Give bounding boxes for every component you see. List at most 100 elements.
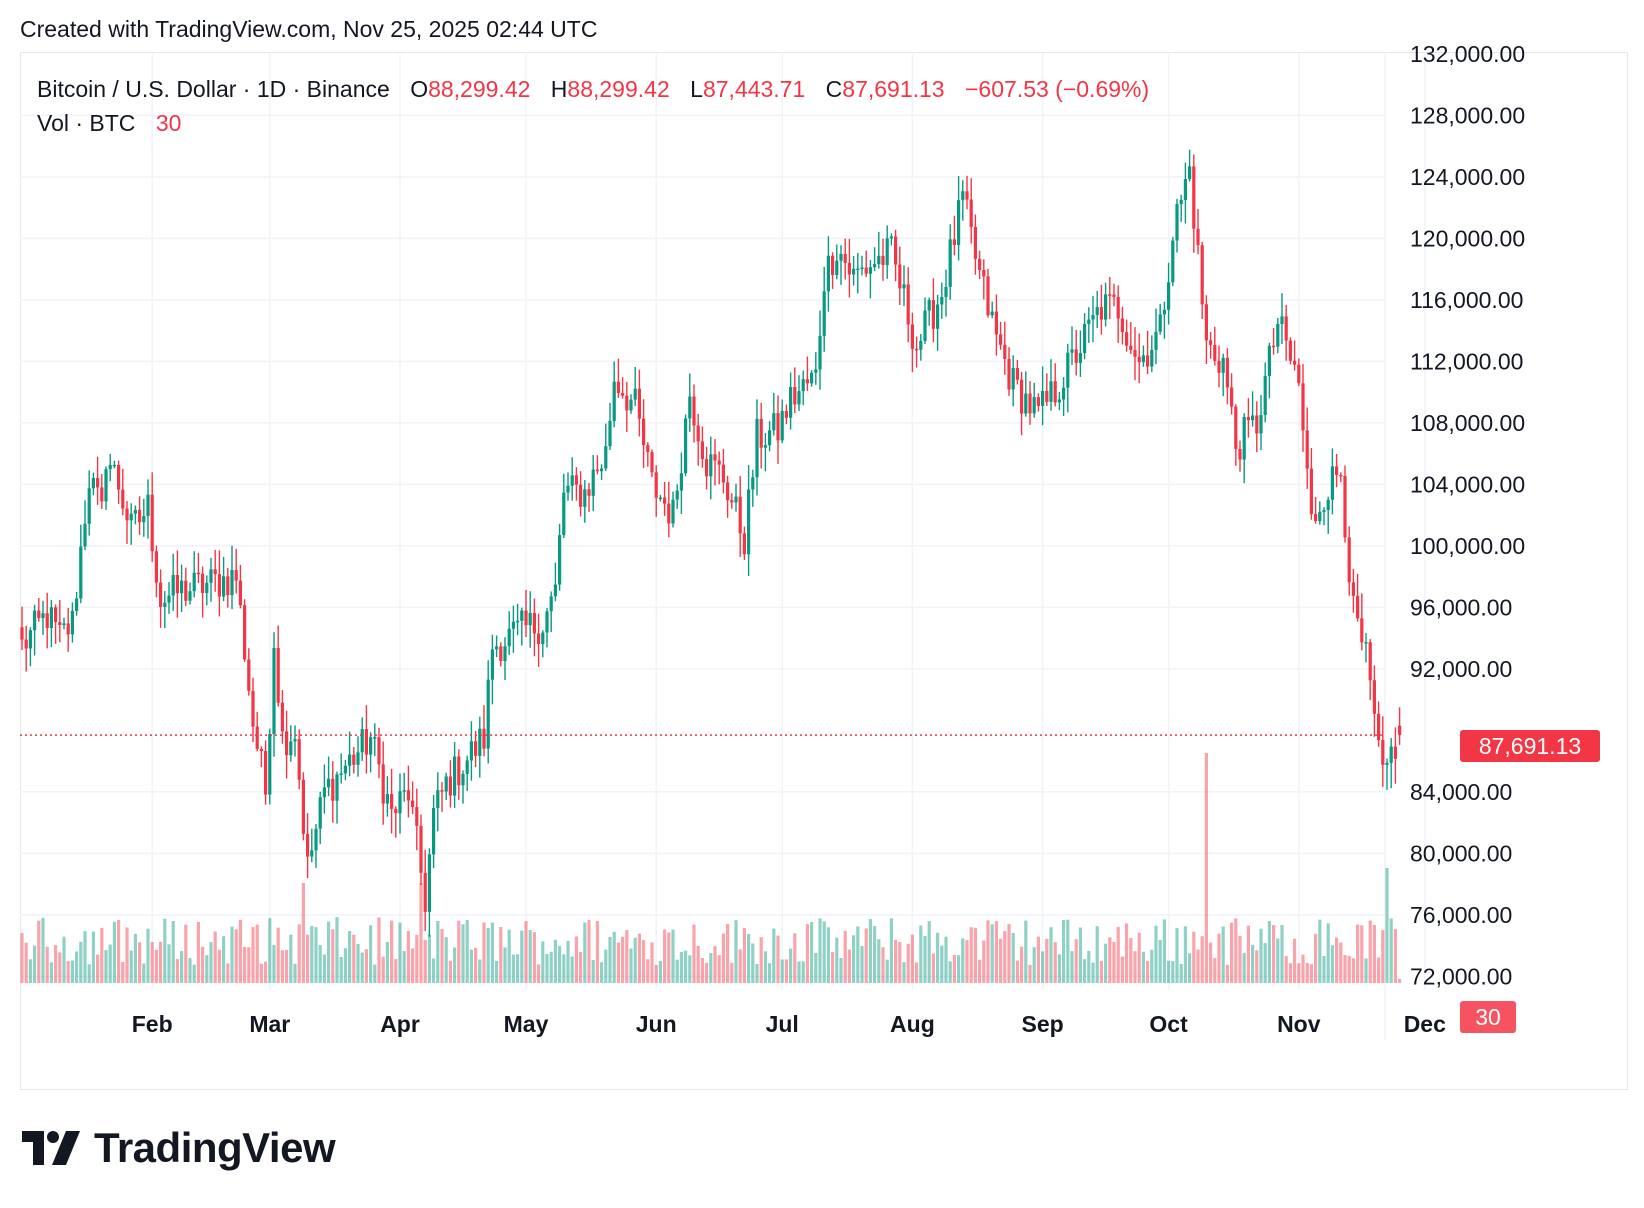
candle-body xyxy=(213,569,217,575)
candle-body xyxy=(1083,323,1087,354)
candle-body xyxy=(318,797,322,829)
volume-bar xyxy=(973,927,977,983)
volume-bar xyxy=(700,958,704,983)
volume-bar xyxy=(301,883,305,983)
volume-bar xyxy=(1104,943,1108,983)
candle-body xyxy=(28,630,32,649)
volume-bar xyxy=(1196,949,1200,983)
high-value: 88,299.42 xyxy=(567,76,670,102)
candle-body xyxy=(1179,199,1183,205)
volume-bar xyxy=(1091,962,1095,983)
candle-body xyxy=(24,639,28,649)
last-volume-tag: 30 xyxy=(1460,1001,1516,1033)
volume-bar xyxy=(238,919,242,983)
candle-body xyxy=(478,728,482,756)
candle-body xyxy=(1125,332,1129,346)
candle-body xyxy=(915,348,919,351)
volume-bar xyxy=(873,926,877,983)
volume-bar xyxy=(322,954,326,983)
volume-bar xyxy=(1284,956,1288,983)
volume-bar xyxy=(726,923,730,983)
candle-body xyxy=(154,551,158,583)
volume-bar xyxy=(978,959,982,983)
volume-bar xyxy=(83,931,87,983)
volume-bar xyxy=(1116,926,1120,983)
candle-body xyxy=(301,779,305,834)
candle-body xyxy=(1305,430,1309,469)
candle-body xyxy=(978,258,982,271)
candle-body xyxy=(679,473,683,491)
candle-body xyxy=(1356,595,1360,619)
volume-bar xyxy=(1133,951,1137,983)
volume-bar xyxy=(259,963,263,983)
volume-bar xyxy=(868,919,872,983)
candle-body xyxy=(541,632,545,645)
volume-row: Vol · BTC 30 xyxy=(37,106,1149,140)
candle-body xyxy=(230,570,234,596)
volume-bar xyxy=(356,943,360,983)
volume-bar xyxy=(692,924,696,983)
ohlc-row: Bitcoin / U.S. Dollar · 1D · Binance O88… xyxy=(37,72,1149,106)
volume-bar xyxy=(667,932,671,983)
chart-legend: Bitcoin / U.S. Dollar · 1D · Binance O88… xyxy=(37,72,1149,140)
volume-bar xyxy=(1347,955,1351,983)
volume-bar xyxy=(1066,919,1070,983)
volume-bar xyxy=(411,948,415,983)
volume-bar xyxy=(1246,925,1250,983)
candle-body xyxy=(1246,417,1250,421)
candle-body xyxy=(322,787,326,798)
candle-body xyxy=(104,469,108,502)
tradingview-logo[interactable]: TradingView xyxy=(22,1124,336,1172)
volume-bar xyxy=(805,924,809,983)
x-tick-label: Mar xyxy=(249,1011,290,1037)
volume-bar xyxy=(1070,951,1074,983)
volume-bar xyxy=(1200,936,1204,983)
volume-bar xyxy=(1356,924,1360,983)
candle-body xyxy=(54,607,58,623)
volume-bar xyxy=(810,922,814,983)
candlestick-chart[interactable]: 132,000.00 128,000.00 124,000.00 120,000.00… xyxy=(0,0,1644,1100)
candle-body xyxy=(1251,415,1255,421)
symbol-label[interactable]: Bitcoin / U.S. Dollar · 1D · Binance xyxy=(37,76,390,102)
candle-body xyxy=(633,388,637,400)
candle-body xyxy=(117,464,121,490)
candle-body xyxy=(49,607,53,629)
volume-bar xyxy=(730,962,734,983)
volume-bar xyxy=(881,947,885,983)
close-value: 87,691.13 xyxy=(842,76,945,102)
volume-bar xyxy=(112,921,116,983)
candle-body xyxy=(469,741,473,761)
volume-bar xyxy=(923,936,927,983)
volume-bar xyxy=(789,948,793,983)
candle-body xyxy=(1196,228,1200,246)
candle-body xyxy=(726,482,730,501)
candle-body xyxy=(579,484,583,507)
volume-bar xyxy=(133,933,137,983)
candle-body xyxy=(495,646,499,650)
candle-body xyxy=(629,399,633,411)
candle-body xyxy=(1339,474,1343,477)
volume-bar xyxy=(1314,933,1318,983)
candle-body xyxy=(856,268,860,271)
volume-bar xyxy=(167,944,171,983)
volume-bar xyxy=(415,934,419,983)
open-value: 88,299.42 xyxy=(428,76,531,102)
candle-body xyxy=(1309,468,1313,515)
tradingview-logo-icon xyxy=(22,1131,80,1165)
candle-body xyxy=(1335,466,1339,475)
volume-bar xyxy=(1015,960,1019,983)
volume-bar xyxy=(1360,925,1364,983)
volume-label[interactable]: Vol · BTC xyxy=(37,110,136,136)
volume-bar xyxy=(604,949,608,983)
volume-bar xyxy=(642,940,646,983)
volume-bar xyxy=(625,930,629,983)
volume-bar xyxy=(432,958,436,983)
volume-bar xyxy=(142,963,146,983)
volume-bar xyxy=(910,934,914,983)
y-tick-label: 100,000.00 xyxy=(1410,533,1525,559)
volume-bar xyxy=(117,920,121,983)
candle-body xyxy=(927,300,931,311)
candle-body xyxy=(222,576,226,597)
volume-bar xyxy=(306,934,310,983)
volume-bar xyxy=(419,883,423,983)
